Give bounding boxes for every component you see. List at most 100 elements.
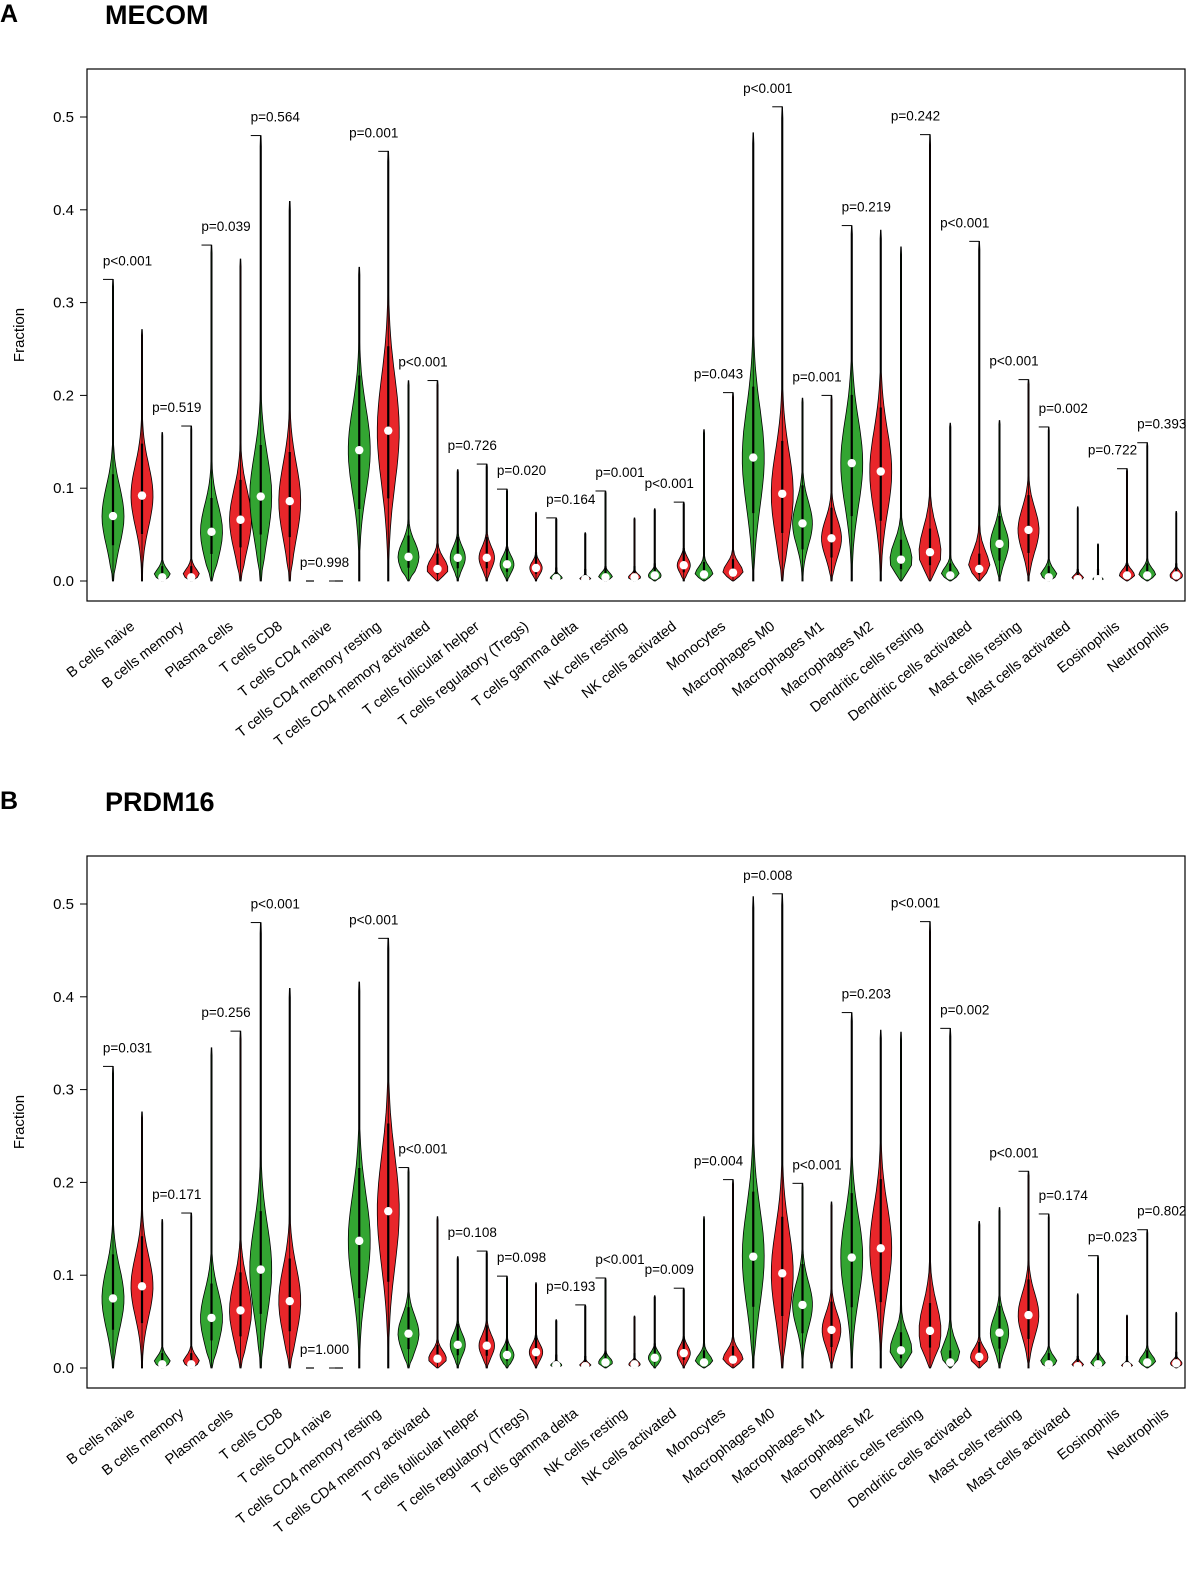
p-value-label: p=0.002 xyxy=(1039,401,1088,416)
p-value-label: p=0.393 xyxy=(1137,417,1186,432)
p-value-label: p<0.001 xyxy=(989,1145,1038,1160)
p-value-label: p<0.001 xyxy=(398,355,447,370)
median-point xyxy=(601,573,610,582)
p-value-label: p<0.001 xyxy=(103,253,152,268)
median-point xyxy=(1044,1360,1053,1369)
median-point xyxy=(925,548,935,557)
median-point xyxy=(355,445,364,455)
p-value-label: p<0.001 xyxy=(645,476,694,491)
median-point xyxy=(1172,571,1181,580)
p-value-label: p=0.023 xyxy=(1088,1230,1137,1245)
p-value-label: p=0.008 xyxy=(743,868,792,883)
median-point xyxy=(699,1358,709,1367)
median-point xyxy=(778,489,787,498)
plot-frame xyxy=(86,855,1186,1389)
median-point xyxy=(581,574,590,584)
p-value-label: p=0.001 xyxy=(595,465,644,480)
median-point xyxy=(728,1355,738,1364)
p-value-label: p<0.001 xyxy=(595,1252,644,1267)
p-value-label: p<0.001 xyxy=(989,354,1038,369)
median-point xyxy=(1172,1359,1181,1368)
p-value-label: p=0.519 xyxy=(152,400,201,415)
median-point xyxy=(946,571,955,580)
chart-title: PRDM16 xyxy=(105,787,215,817)
median-point xyxy=(108,1294,118,1303)
p-value-label: p=0.726 xyxy=(448,438,497,453)
median-point xyxy=(1073,574,1082,584)
panel-letter: B xyxy=(0,787,19,815)
y-tick-label: 0.4 xyxy=(53,202,74,219)
p-value-label: p=0.219 xyxy=(842,200,891,215)
p-value-label: p=0.001 xyxy=(349,125,398,140)
median-point xyxy=(1143,1358,1152,1367)
p-value-label: p=0.004 xyxy=(694,1154,744,1169)
p-value-label: p<0.001 xyxy=(349,912,398,927)
p-value-label: p=0.193 xyxy=(546,1279,595,1294)
p-value-label: p=0.802 xyxy=(1137,1204,1186,1219)
median-point xyxy=(187,1360,196,1369)
median-point xyxy=(581,1361,590,1371)
median-point xyxy=(1122,571,1132,580)
median-point xyxy=(1093,574,1103,584)
y-tick-label: 0.1 xyxy=(53,1267,74,1284)
median-point xyxy=(650,1353,659,1362)
median-point xyxy=(876,1244,885,1253)
median-point xyxy=(187,573,196,582)
median-point xyxy=(679,561,688,570)
median-point xyxy=(975,1352,984,1362)
median-point xyxy=(453,553,462,562)
median-point xyxy=(798,519,807,528)
violin-chart-mecom: Fraction 0.0 0.1 0.2 0.3 0.4 0.5 p<0.001 B cells… xyxy=(11,68,1186,750)
p-value-label: p<0.001 xyxy=(792,1157,841,1172)
median-point xyxy=(384,426,393,435)
p-value-label: p=0.108 xyxy=(448,1225,497,1240)
p-value-label: p=0.020 xyxy=(497,463,546,478)
panel-a: A MECOM Fraction 0.0 0.1 0.2 0.3 0.4 0.5 p<0.00… xyxy=(0,0,1186,750)
chart-title: MECOM xyxy=(105,0,209,30)
median-point xyxy=(137,491,147,500)
p-value-label: p=0.171 xyxy=(152,1187,201,1202)
median-point xyxy=(236,515,245,524)
median-point xyxy=(108,511,118,521)
median-point xyxy=(925,1326,935,1336)
x-tick-label: NK cells resting xyxy=(541,1406,630,1481)
median-point xyxy=(896,555,906,564)
median-point xyxy=(207,1313,216,1323)
y-tick-label: 0.3 xyxy=(53,295,74,312)
median-point xyxy=(137,1282,147,1291)
p-value-label: p<0.001 xyxy=(891,896,940,911)
panel-letter: A xyxy=(0,0,19,28)
median-point xyxy=(433,1354,442,1363)
p-value-label: p<0.001 xyxy=(251,897,300,912)
median-point xyxy=(1073,1361,1082,1371)
plot-frame xyxy=(86,68,1186,602)
median-point xyxy=(256,492,265,501)
y-tick-label: 0.2 xyxy=(53,387,74,404)
median-point xyxy=(827,534,836,543)
median-point xyxy=(749,453,758,462)
median-point xyxy=(552,574,561,583)
y-tick-label: 0.0 xyxy=(53,1360,74,1377)
p-value-label: p<0.001 xyxy=(743,81,792,96)
x-tick-label: B cells memory xyxy=(99,618,188,692)
violin-chart-prdm16: Fraction 0.0 0.1 0.2 0.3 0.4 0.5 p=0.031 B cells… xyxy=(11,855,1186,1537)
median-point xyxy=(158,573,167,582)
p-value-label: p=0.998 xyxy=(300,555,349,570)
median-point xyxy=(482,553,491,562)
median-point xyxy=(679,1348,688,1358)
median-point xyxy=(1093,1360,1103,1369)
p-value-label: p=0.043 xyxy=(694,367,743,382)
median-point xyxy=(453,1340,462,1349)
y-tick-label: 0.5 xyxy=(53,896,74,913)
p-value-label: p=0.009 xyxy=(645,1262,694,1277)
median-point xyxy=(827,1325,836,1335)
median-point xyxy=(995,1328,1004,1337)
median-point xyxy=(896,1346,906,1355)
median-point xyxy=(699,570,709,579)
median-point xyxy=(384,1206,393,1216)
y-tick-label: 0.3 xyxy=(53,1082,74,1099)
p-value-label: p=0.722 xyxy=(1088,443,1137,458)
y-tick-label: 0.0 xyxy=(53,573,74,590)
p-value-label: p=1.000 xyxy=(300,1342,349,1357)
x-tick-label: B cells memory xyxy=(99,1405,188,1479)
